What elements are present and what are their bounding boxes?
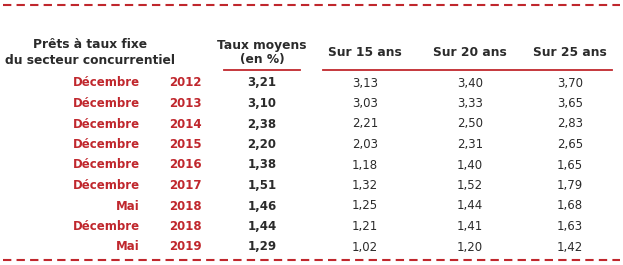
Text: 2018: 2018 [169, 200, 201, 213]
Text: Mai: Mai [117, 200, 140, 213]
Text: 1,02: 1,02 [352, 241, 378, 254]
Text: 1,46: 1,46 [247, 200, 277, 213]
Text: 2017: 2017 [169, 179, 201, 192]
Text: Prêts à taux fixe: Prêts à taux fixe [33, 38, 147, 51]
Text: 3,40: 3,40 [457, 77, 483, 90]
Text: 2,65: 2,65 [557, 138, 583, 151]
Text: 1,68: 1,68 [557, 200, 583, 213]
Text: 1,65: 1,65 [557, 158, 583, 171]
Text: 2013: 2013 [169, 97, 201, 110]
Text: 1,32: 1,32 [352, 179, 378, 192]
Text: 2018: 2018 [169, 220, 201, 233]
Text: 2012: 2012 [169, 77, 201, 90]
Text: 2,20: 2,20 [247, 138, 277, 151]
Text: (en %): (en %) [240, 54, 284, 67]
Text: 2,83: 2,83 [557, 117, 583, 130]
Text: 3,13: 3,13 [352, 77, 378, 90]
Text: 1,63: 1,63 [557, 220, 583, 233]
Text: 1,79: 1,79 [557, 179, 583, 192]
Text: Décembre: Décembre [73, 179, 140, 192]
Text: 2014: 2014 [169, 117, 201, 130]
Text: 2016: 2016 [169, 158, 201, 171]
Text: Sur 20 ans: Sur 20 ans [433, 46, 507, 59]
Text: Taux moyens: Taux moyens [217, 38, 307, 51]
Text: Décembre: Décembre [73, 220, 140, 233]
Text: Décembre: Décembre [73, 138, 140, 151]
Text: 3,21: 3,21 [247, 77, 277, 90]
Text: 2015: 2015 [169, 138, 201, 151]
Text: Décembre: Décembre [73, 77, 140, 90]
Text: Décembre: Décembre [73, 117, 140, 130]
Text: 1,21: 1,21 [352, 220, 378, 233]
Text: Mai: Mai [117, 241, 140, 254]
Text: 3,33: 3,33 [457, 97, 483, 110]
Text: 1,42: 1,42 [557, 241, 583, 254]
Text: Décembre: Décembre [73, 97, 140, 110]
Text: du secteur concurrentiel: du secteur concurrentiel [5, 54, 175, 67]
Text: 1,20: 1,20 [457, 241, 483, 254]
Text: 1,29: 1,29 [247, 241, 277, 254]
Text: 1,44: 1,44 [457, 200, 483, 213]
Text: 3,70: 3,70 [557, 77, 583, 90]
Text: 2,50: 2,50 [457, 117, 483, 130]
Text: 1,18: 1,18 [352, 158, 378, 171]
Text: 2,31: 2,31 [457, 138, 483, 151]
Text: 3,65: 3,65 [557, 97, 583, 110]
Text: 1,25: 1,25 [352, 200, 378, 213]
Text: 2,03: 2,03 [352, 138, 378, 151]
Text: Sur 25 ans: Sur 25 ans [533, 46, 607, 59]
Text: 3,03: 3,03 [352, 97, 378, 110]
Text: 2,21: 2,21 [352, 117, 378, 130]
Text: 3,10: 3,10 [247, 97, 277, 110]
Text: 1,38: 1,38 [247, 158, 277, 171]
Text: Décembre: Décembre [73, 158, 140, 171]
Text: Sur 15 ans: Sur 15 ans [328, 46, 402, 59]
Text: 2019: 2019 [169, 241, 201, 254]
Text: 1,52: 1,52 [457, 179, 483, 192]
Text: 1,51: 1,51 [247, 179, 277, 192]
Text: 1,40: 1,40 [457, 158, 483, 171]
Text: 1,41: 1,41 [457, 220, 483, 233]
Text: 1,44: 1,44 [247, 220, 277, 233]
Text: 2,38: 2,38 [247, 117, 277, 130]
